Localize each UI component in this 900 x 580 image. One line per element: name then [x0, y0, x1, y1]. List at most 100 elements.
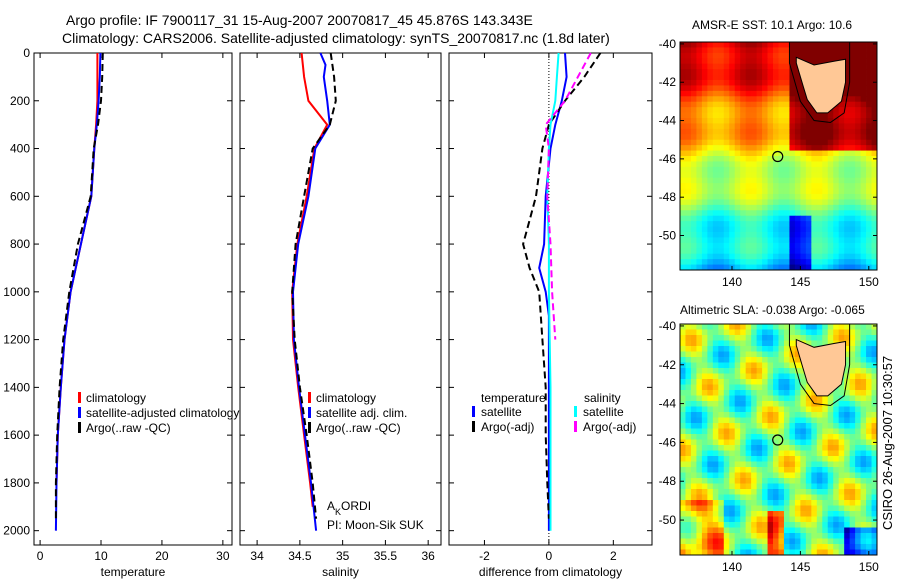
map-cell — [838, 199, 845, 206]
argo-float-marker — [772, 434, 784, 446]
map-cell — [816, 467, 823, 473]
map-cell — [871, 340, 878, 347]
map-cell — [871, 472, 878, 479]
y-tick-label: -40 — [659, 37, 677, 51]
map-cell — [849, 505, 856, 512]
map-cell — [685, 204, 692, 211]
map-cell — [751, 166, 758, 173]
map-cell — [866, 242, 872, 249]
map-cell — [838, 412, 845, 418]
map-cell — [701, 346, 708, 352]
map-cell — [822, 177, 829, 184]
map-cell — [745, 47, 752, 54]
map-cell — [729, 188, 736, 195]
map-cell — [866, 357, 872, 363]
map-cell — [718, 47, 725, 54]
map-cell — [800, 505, 807, 512]
map-cell — [800, 439, 807, 446]
map-cell — [811, 134, 818, 141]
map-cell — [855, 516, 861, 523]
map-cell — [811, 516, 818, 523]
map-cell — [690, 118, 697, 124]
map-cell — [690, 445, 697, 451]
map-cell — [783, 259, 790, 265]
map-cell — [696, 324, 703, 330]
map-cell — [723, 145, 730, 151]
map-cell — [783, 527, 790, 534]
map-cell — [723, 505, 730, 512]
map-cell — [811, 210, 818, 217]
x-axis-label: temperature — [101, 565, 166, 579]
map-cell — [701, 351, 708, 358]
map-cell — [855, 406, 861, 413]
map-cell — [773, 107, 779, 113]
map-cell — [756, 390, 763, 396]
map-cell — [718, 156, 725, 162]
map-cell — [723, 533, 730, 539]
map-cell — [866, 505, 872, 512]
map-cell — [860, 533, 867, 539]
map-cell — [712, 516, 719, 523]
map-cell — [789, 128, 796, 135]
map-cell — [690, 150, 697, 157]
map-cell — [794, 188, 801, 195]
x-tick-label: -2 — [479, 549, 490, 563]
map-cell — [778, 395, 785, 402]
x-axis-label: difference from climatology — [479, 565, 622, 579]
map-cell — [855, 237, 861, 244]
figure-title-line2: Climatology: CARS2006. Satellite-adjuste… — [62, 30, 610, 46]
map-cell — [838, 226, 845, 233]
map-cell — [860, 74, 867, 81]
map-cell — [833, 505, 840, 512]
map-cell — [827, 123, 834, 130]
map-cell — [866, 80, 872, 86]
map-cell — [855, 351, 861, 358]
map-cell — [805, 544, 812, 550]
map-cell — [740, 368, 747, 374]
map-cell — [680, 516, 686, 523]
map-cell — [680, 85, 686, 92]
map-cell — [783, 516, 790, 523]
annotation-akordi: AKORDI — [327, 499, 371, 517]
map-cell — [690, 456, 697, 462]
map-cell — [800, 215, 807, 222]
map-cell — [685, 58, 692, 65]
map-cell — [855, 204, 861, 211]
map-cell — [756, 242, 763, 249]
map-cell — [773, 533, 779, 539]
map-cell — [751, 428, 758, 435]
map-cell — [800, 161, 807, 168]
map-cell — [734, 204, 741, 211]
map-cell — [740, 511, 747, 517]
map-cell — [773, 538, 779, 545]
map-cell — [844, 237, 851, 244]
map-cell — [844, 101, 851, 108]
map-cell — [800, 527, 807, 534]
map-cell — [701, 194, 708, 200]
map-cell — [838, 324, 845, 330]
map-cell — [701, 232, 708, 238]
map-cell — [816, 417, 823, 424]
map-cell — [855, 373, 861, 380]
map-cell — [680, 128, 686, 135]
map-cell — [762, 52, 768, 59]
map-cell — [789, 390, 796, 396]
map-cell — [740, 494, 747, 501]
map-cell — [751, 150, 758, 157]
map-cell — [783, 166, 790, 173]
map-cell — [701, 478, 708, 484]
map-cell — [740, 264, 747, 271]
map-cell — [696, 346, 703, 352]
map-cell — [723, 210, 730, 217]
map-cell — [778, 489, 785, 495]
map-cell — [860, 522, 867, 528]
map-cell — [734, 210, 741, 217]
map-cell — [844, 63, 851, 70]
map-cell — [751, 139, 758, 146]
map-cell — [723, 324, 730, 330]
map-cell — [811, 340, 818, 347]
map-cell — [866, 96, 872, 103]
map-cell — [701, 188, 708, 195]
map-cell — [844, 434, 851, 440]
map-cell — [844, 264, 851, 271]
